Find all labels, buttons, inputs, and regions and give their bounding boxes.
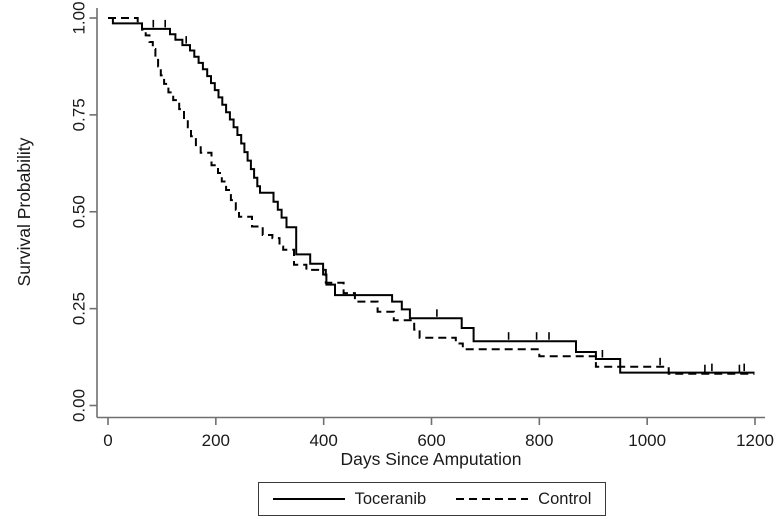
x-tick-label: 400 (309, 431, 337, 450)
survival-curves (108, 17, 755, 375)
legend-label-toceranib: Toceranib (354, 489, 427, 508)
y-tick-label: 0.00 (70, 389, 89, 422)
x-tick-label: 1200 (736, 431, 774, 450)
x-tick-label: 600 (417, 431, 445, 450)
axis-tick-labels: 0 200 400 600 800 1000 1200 0.00 0.25 0.50 0.75 1.0… (70, 1, 774, 450)
y-tick-label: 1.00 (70, 1, 89, 34)
x-tick-label: 1000 (628, 431, 666, 450)
x-tick-label: 0 (103, 431, 112, 450)
x-tick-label: 200 (202, 431, 230, 450)
x-axis-title: Days Since Amputation (341, 449, 522, 469)
legend-label-control: Control (538, 489, 592, 508)
censor-marks (152, 19, 746, 373)
axis-ticks (89, 17, 756, 425)
y-axis-title: Survival Probability (14, 137, 34, 286)
y-tick-label: 0.75 (70, 98, 89, 131)
axes (96, 8, 765, 419)
x-tick-label: 800 (525, 431, 553, 450)
legend: Toceranib Control (258, 482, 606, 516)
y-tick-label: 0.25 (70, 292, 89, 325)
toceranib-solid-line-sample (272, 498, 345, 500)
y-tick-label: 0.50 (70, 195, 89, 228)
survival-curve-toceranib (108, 17, 755, 374)
survival-curve-control (108, 17, 755, 375)
control-dashed-line-sample (456, 498, 529, 500)
legend-item-toceranib: Toceranib (272, 489, 427, 509)
legend-item-control: Control (456, 490, 591, 509)
